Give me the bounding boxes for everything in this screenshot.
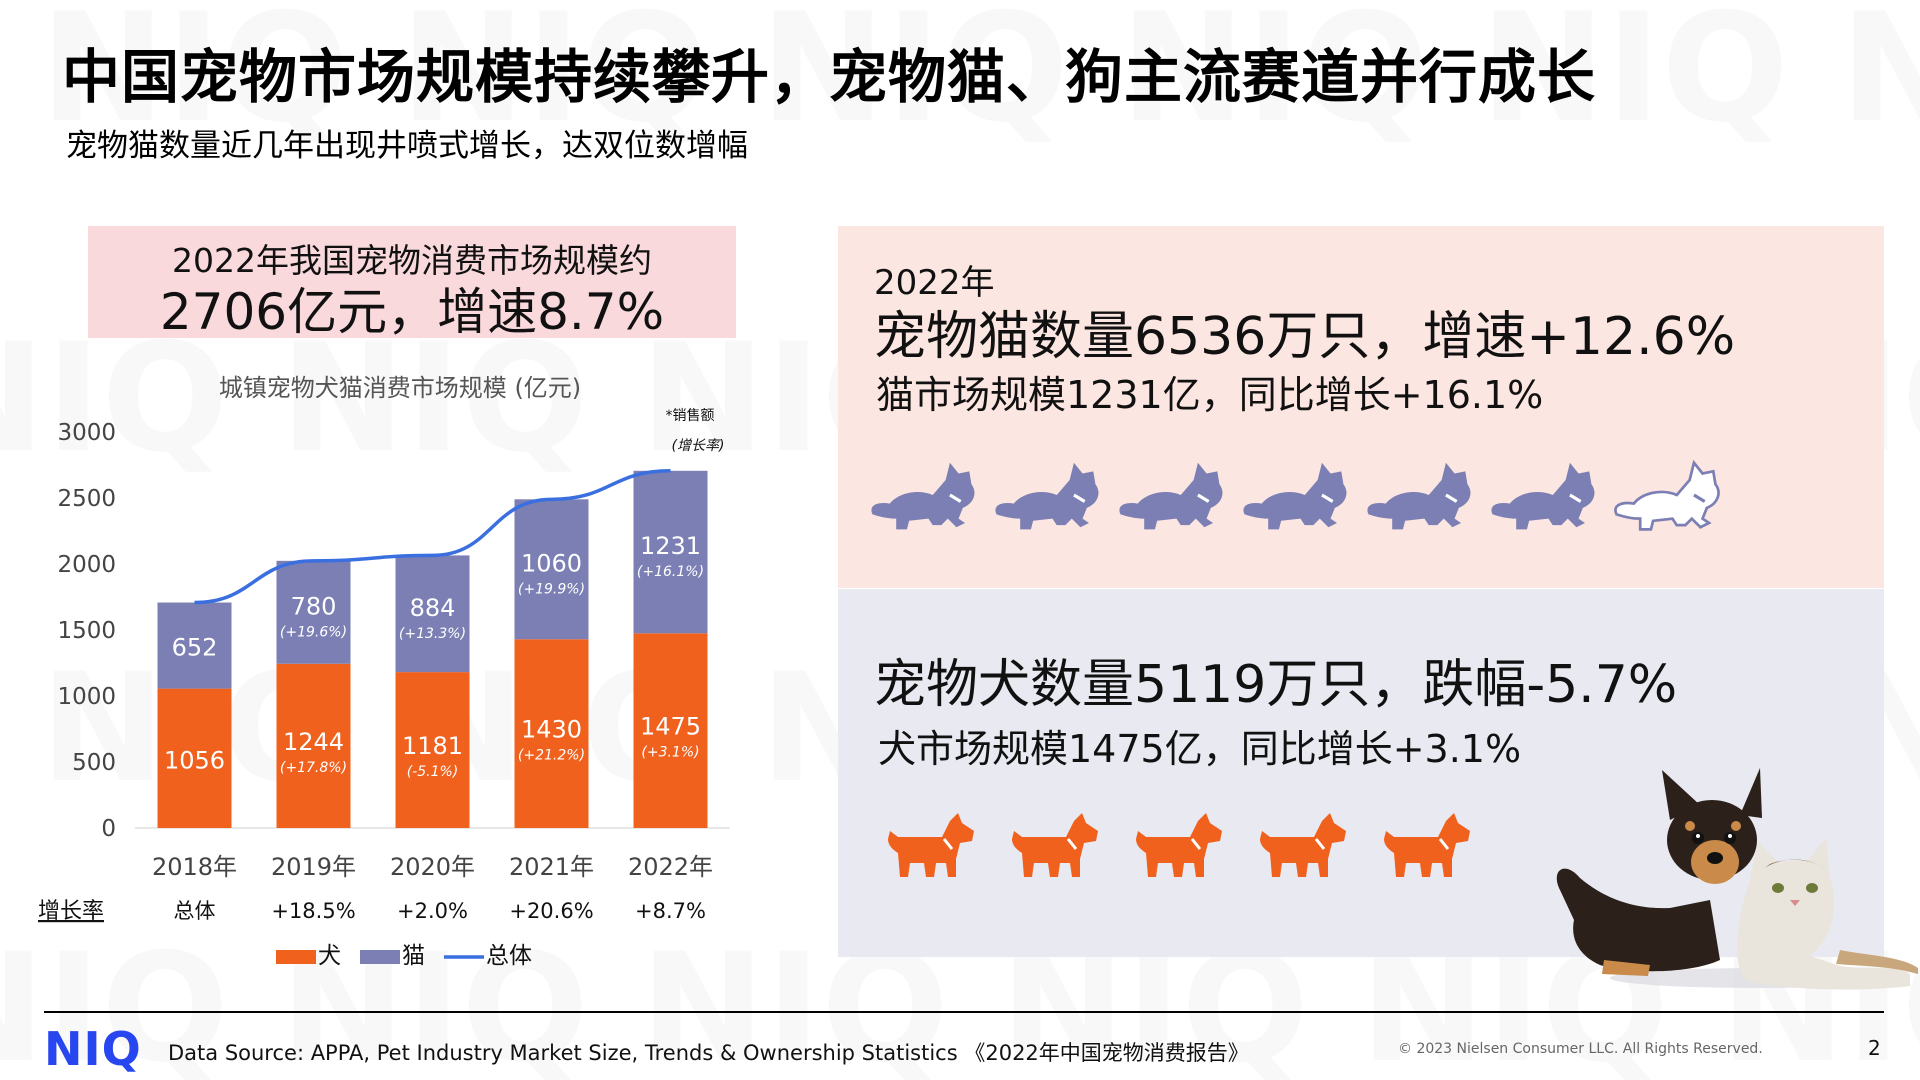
bar-dog-value-label: 1475 [640,713,701,741]
x-tick-label: 2022年 [628,853,713,881]
bar-dog-growth-label: (+21.2%) [518,748,585,764]
bar-dog-growth-label: (+3.1%) [641,745,699,761]
dog-icon [1260,813,1346,877]
bar-dog [157,688,232,828]
chart-title: 城镇宠物犬猫消费市场规模 (亿元) [219,374,581,402]
cat-icon [995,462,1099,530]
bar-dog [633,633,708,828]
growth-rate-value: 总体 [174,899,216,923]
bar-cat-value-label: 780 [291,592,337,620]
bar-dog-value-label: 1056 [164,746,225,774]
bar-dog [395,672,470,828]
bar-cat-growth-label: (+19.6%) [280,624,347,640]
dog-panel [838,589,1884,957]
data-source: Data Source: APPA, Pet Industry Market S… [168,1041,1249,1065]
bar-cat [633,470,708,634]
legend-cat-label: 猫 [402,943,425,969]
legend-cat-swatch [360,950,400,964]
niq-logo: NIQ [44,1022,142,1076]
bar-dog-value-label: 1430 [521,716,582,744]
legend-dog-label: 犬 [318,943,341,969]
growth-rate-value: +20.6% [509,899,593,923]
bar-dog [276,663,351,828]
x-tick-label: 2021年 [509,853,594,881]
y-tick-label: 2500 [57,486,116,512]
legend-dog-swatch [276,950,316,964]
y-tick-label: 1500 [57,618,116,644]
dog-and-cat-photo [1556,768,1918,990]
bar-cat-growth-label: (+13.3%) [399,626,466,642]
bar-cat-value-label: 1060 [521,549,582,577]
y-tick-label: 1000 [57,684,116,710]
cat-icon [1491,462,1595,530]
bar-cat-value-label: 1231 [640,532,701,560]
growth-rate-value: +8.7% [635,899,706,923]
growth-rate-value: +18.5% [271,899,355,923]
watermark-text: NIQ [1840,0,1920,156]
bar-cat [514,499,589,640]
dog-detail: 犬市场规模1475亿，同比增长+3.1% [878,727,1522,771]
bar-dog-growth-label: (+17.8%) [280,760,347,776]
page-number: 2 [1868,1036,1881,1060]
y-tick-label: 0 [101,816,116,842]
market-size-chart: 城镇宠物犬猫消费市场规模 (亿元) *销售额 (增长率) 0 500 1000 1500 20… [38,374,730,969]
bar-cat [157,602,232,689]
cat-panel-year: 2022年 [874,263,995,303]
y-tick-label: 3000 [57,420,116,446]
cat-panel [838,226,1884,588]
line-total [194,469,671,605]
bar-cat-value-label: 652 [172,634,218,662]
y-tick-label: 2000 [57,552,116,578]
dog-headline: 宠物犬数量5119万只，跌幅-5.7% [874,655,1678,715]
bar-dog-growth-label: (-5.1%) [407,764,459,780]
dog-icon [1384,813,1470,877]
x-tick-label: 2018年 [152,853,237,881]
copyright: © 2023 Nielsen Consumer LLC. All Rights … [1398,1041,1763,1057]
bar-cat-growth-label: (+16.1%) [637,564,704,580]
page-title: 中国宠物市场规模持续攀升，宠物猫、狗主流赛道并行成长 [62,43,1597,111]
bar-dog [514,639,589,828]
chart-note-growth: (增长率) [672,438,725,454]
bar-cat-value-label: 884 [410,594,456,622]
y-tick-label: 500 [72,750,116,776]
growth-rate-label: 增长率 [38,899,104,924]
cat-icon [1243,462,1347,530]
growth-rate-value: +2.0% [397,899,468,923]
kpi-line-2: 2706亿元，增速8.7% [159,283,665,341]
x-tick-label: 2020年 [390,853,475,881]
x-tick-label: 2019年 [271,853,356,881]
market-size-kpi-box: 2022年我国宠物消费市场规模约 2706亿元，增速8.7% [88,226,736,341]
cat-icon [1367,462,1471,530]
bar-dog-value-label: 1181 [402,732,463,760]
bar-cat [395,555,470,673]
cat-icon [871,462,975,530]
cat-outline-icon [1614,459,1720,531]
bar-cat-growth-label: (+19.9%) [518,581,585,597]
chart-note-sales: *销售额 [666,408,715,424]
dog-icon [1012,813,1098,877]
cat-detail: 猫市场规模1231亿，同比增长+16.1% [876,373,1544,417]
cat-headline: 宠物猫数量6536万只，增速+12.6% [874,307,1736,367]
footer-divider [44,1011,1884,1013]
bar-dog-value-label: 1244 [283,728,344,756]
page-subtitle: 宠物猫数量近几年出现井喷式增长，达双位数增幅 [66,128,748,164]
cat-icon [1119,462,1223,530]
kpi-line-1: 2022年我国宠物消费市场规模约 [172,241,652,280]
dog-icon [888,813,974,877]
legend-total-label: 总体 [486,943,532,969]
dog-icon [1136,813,1222,877]
bar-cat [276,560,351,664]
